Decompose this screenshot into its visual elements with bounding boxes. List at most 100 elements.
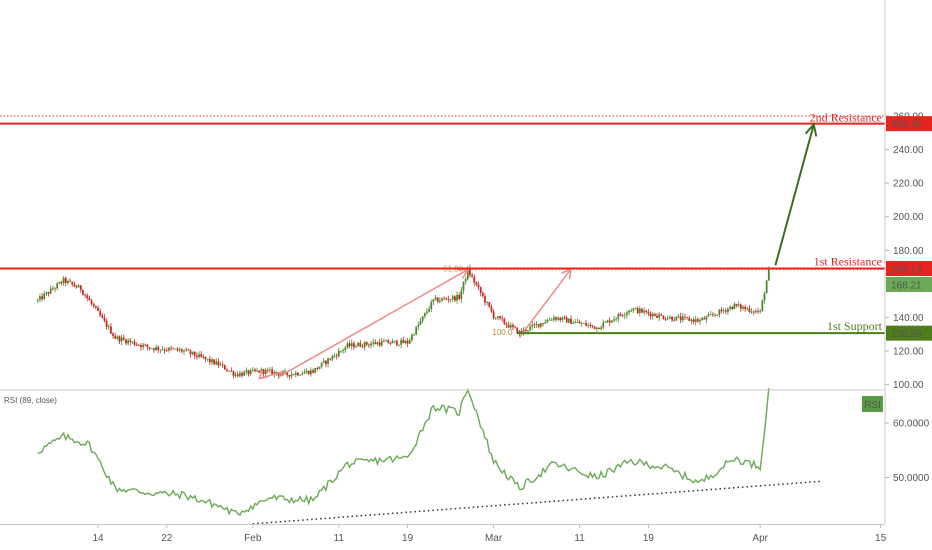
candle-body bbox=[372, 342, 375, 344]
candle-body bbox=[402, 339, 405, 343]
candle-body bbox=[677, 316, 680, 318]
candle-body bbox=[649, 313, 652, 317]
candle-body bbox=[574, 321, 577, 323]
candle-body bbox=[570, 318, 572, 324]
candle-body bbox=[170, 347, 172, 349]
candle-body bbox=[329, 358, 332, 360]
candle-body bbox=[567, 318, 570, 323]
candle-body bbox=[185, 349, 188, 351]
candle-body bbox=[658, 314, 661, 318]
candle-body bbox=[705, 316, 708, 320]
candle-body bbox=[632, 308, 635, 311]
candle-body bbox=[505, 323, 508, 325]
candle-body bbox=[535, 323, 538, 325]
candle-body bbox=[411, 334, 413, 341]
candle-body bbox=[226, 369, 228, 371]
candle-body bbox=[744, 306, 747, 309]
candle-body bbox=[228, 370, 231, 372]
candle-body bbox=[219, 364, 222, 366]
candle-body bbox=[718, 309, 721, 316]
second-resistance-label: 2nd Resistance bbox=[810, 111, 882, 125]
candle-body bbox=[765, 280, 768, 294]
candle-body bbox=[69, 280, 71, 282]
candle-body bbox=[292, 374, 295, 376]
candle-body bbox=[312, 370, 314, 373]
candle-body bbox=[103, 317, 106, 321]
candle-body bbox=[112, 333, 114, 336]
candle-body bbox=[67, 280, 69, 283]
candle-body bbox=[451, 296, 454, 300]
candle-body bbox=[767, 267, 770, 281]
candle-body bbox=[120, 337, 123, 342]
candle-body bbox=[432, 299, 435, 302]
candle-body bbox=[331, 356, 334, 360]
candle-body bbox=[634, 308, 637, 309]
candle-body bbox=[247, 370, 250, 375]
candle-body bbox=[355, 346, 357, 348]
candle-body bbox=[559, 317, 562, 321]
time-tick-label: Feb bbox=[244, 533, 262, 544]
candle-body bbox=[428, 309, 430, 312]
time-tick-label: 15 bbox=[875, 533, 887, 544]
candle-body bbox=[608, 320, 611, 323]
candle-body bbox=[647, 311, 650, 314]
candle-body bbox=[378, 342, 381, 346]
candle-body bbox=[389, 343, 392, 345]
candle-body bbox=[208, 358, 211, 363]
candle-body bbox=[273, 371, 276, 375]
candle-body bbox=[146, 344, 149, 348]
rsi-tick-label: 60.0000 bbox=[893, 419, 930, 430]
candle-body bbox=[628, 310, 630, 313]
candle-body bbox=[421, 316, 424, 321]
candle-body bbox=[193, 351, 196, 356]
candle-body bbox=[43, 293, 46, 299]
rsi-series-line bbox=[37, 388, 770, 516]
candle-body bbox=[488, 302, 491, 307]
candle-body bbox=[671, 316, 673, 321]
candle-body bbox=[524, 329, 527, 332]
candle-body bbox=[540, 323, 542, 327]
candle-body bbox=[748, 308, 751, 312]
candle-body bbox=[340, 350, 342, 352]
candle-body bbox=[58, 282, 61, 284]
candle-body bbox=[318, 366, 321, 369]
candle-body bbox=[484, 296, 486, 303]
candle-body bbox=[251, 369, 254, 371]
candle-body bbox=[393, 340, 396, 342]
candle-body bbox=[200, 354, 203, 357]
candle-body bbox=[557, 317, 559, 320]
candle-body bbox=[365, 342, 368, 345]
candle-body bbox=[518, 330, 521, 334]
candle-body bbox=[499, 316, 501, 319]
candle-body bbox=[604, 321, 607, 323]
candle-body bbox=[692, 319, 695, 323]
candle-body bbox=[206, 358, 209, 360]
candle-body bbox=[60, 282, 63, 284]
candle-body bbox=[325, 360, 327, 364]
candle-body bbox=[447, 299, 450, 301]
candle-body bbox=[669, 316, 671, 319]
candle-body bbox=[116, 336, 119, 339]
candle-body bbox=[531, 324, 534, 327]
candle-body bbox=[673, 320, 676, 322]
candle-body bbox=[623, 314, 626, 316]
candle-body bbox=[426, 311, 428, 314]
candle-body bbox=[486, 302, 489, 303]
candle-body bbox=[254, 369, 256, 371]
rsi-legend-label: RSI bbox=[864, 400, 881, 411]
candle-body bbox=[651, 313, 654, 317]
candle-body bbox=[269, 369, 271, 371]
candle-body bbox=[221, 364, 224, 366]
candle-body bbox=[217, 361, 220, 366]
candle-body bbox=[699, 320, 701, 322]
candle-body bbox=[245, 370, 248, 372]
candle-body bbox=[703, 318, 706, 320]
candle-body bbox=[299, 374, 301, 376]
candle-body bbox=[423, 313, 426, 317]
levels: 61.80100.0 bbox=[0, 122, 885, 380]
candle-body bbox=[342, 350, 344, 351]
fib-arrow-march bbox=[518, 268, 572, 338]
candle-body bbox=[41, 296, 43, 299]
candle-body bbox=[626, 312, 628, 315]
time-tick-label: 11 bbox=[574, 533, 585, 544]
